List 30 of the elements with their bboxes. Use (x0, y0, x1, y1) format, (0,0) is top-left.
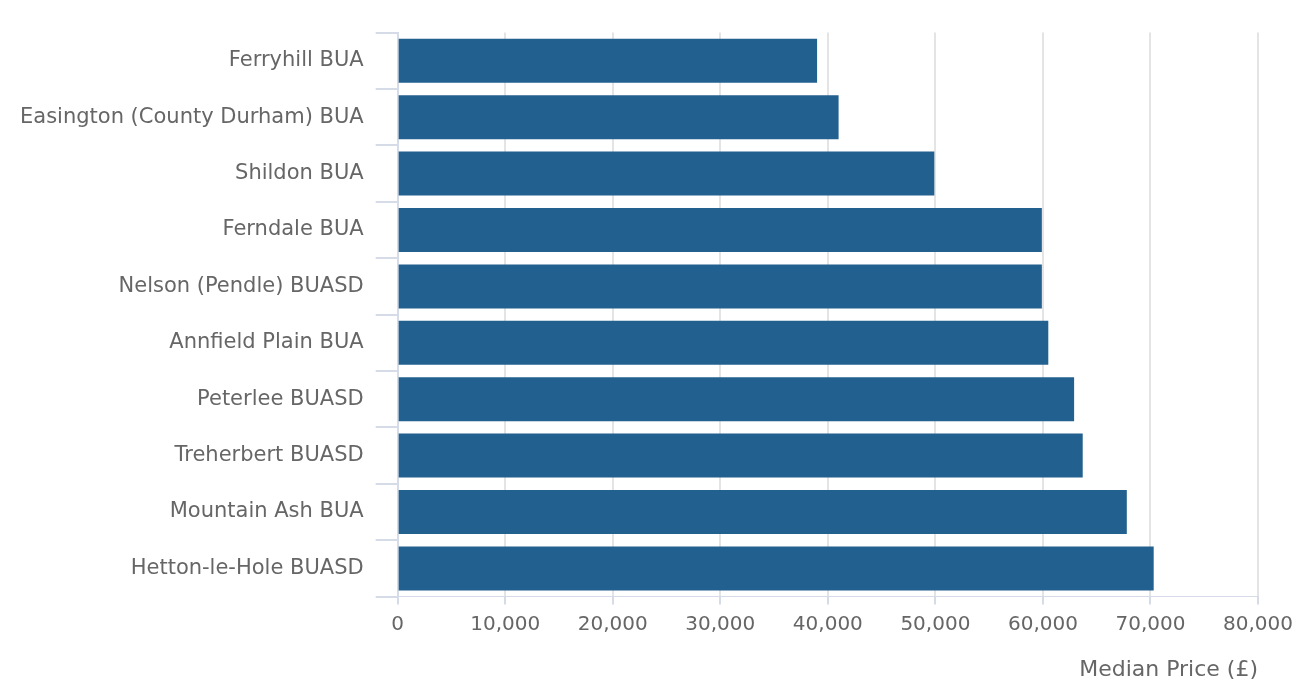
x-tick-label: 10,000 (470, 610, 541, 635)
bar (398, 208, 1042, 252)
y-tick-label: Easington (County Durham) BUA (20, 103, 365, 128)
bar (398, 546, 1154, 591)
y-tick-label: Peterlee BUASD (197, 385, 364, 410)
x-tick-label: 20,000 (577, 610, 648, 635)
y-tick-label: Shildon BUA (235, 160, 365, 185)
bar (398, 151, 935, 196)
bar (398, 377, 1075, 422)
y-tick-label: Hetton-le-Hole BUASD (130, 554, 364, 579)
y-tick-label: Mountain Ash BUA (169, 498, 365, 523)
y-tick-label: Annfield Plain BUA (169, 329, 365, 354)
bar (398, 433, 1083, 478)
y-tick-label: Treherbert BUASD (173, 442, 364, 467)
bar (398, 490, 1127, 534)
x-tick-label: 40,000 (792, 610, 863, 635)
x-tick-label: 30,000 (685, 610, 756, 635)
bar (398, 95, 839, 140)
y-tick-label: Ferndale BUA (222, 216, 365, 241)
x-tick-label: 0 (391, 610, 405, 635)
x-axis-title: Median Price (£) (1079, 655, 1259, 681)
bar (398, 320, 1049, 365)
y-tick-label: Nelson (Pendle) BUASD (118, 272, 364, 297)
x-tick-label: 60,000 (1007, 610, 1078, 635)
x-tick-label: 70,000 (1115, 610, 1186, 635)
x-tick-label: 50,000 (900, 610, 971, 635)
x-tick-label: 80,000 (1223, 610, 1293, 635)
bar (398, 38, 818, 83)
bar (398, 264, 1042, 309)
y-tick-label: Ferryhill BUA (228, 47, 365, 72)
